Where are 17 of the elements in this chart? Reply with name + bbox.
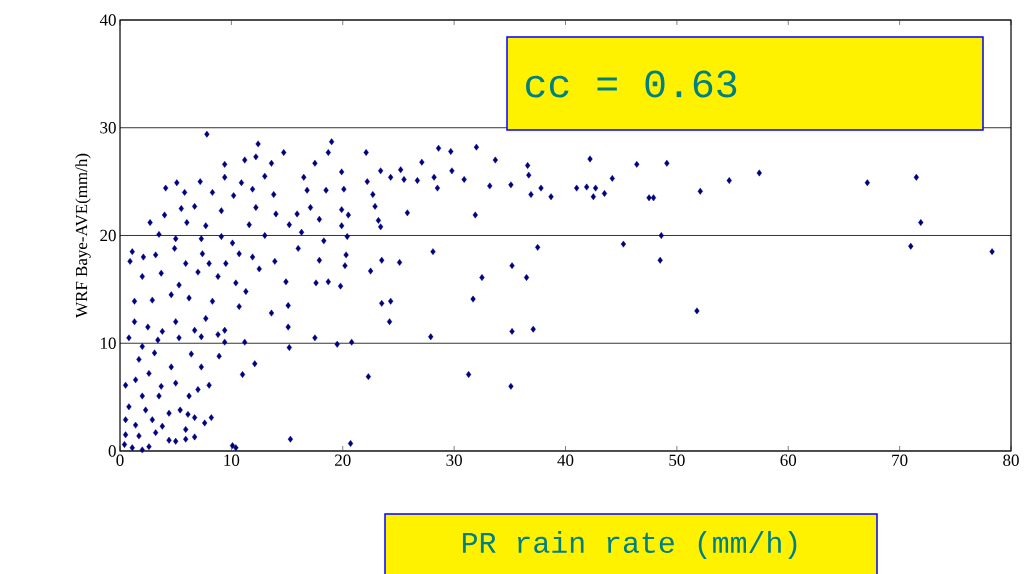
annotation: cc = 0.63 <box>526 70 737 98</box>
x-tick-label: 20 <box>335 454 351 466</box>
x-tick-label: 10 <box>224 454 240 466</box>
x-tick-label: 60 <box>780 454 797 466</box>
y-tick-label: 0 <box>108 445 116 457</box>
y-axis-title: WRF Baye-AVE(mm/h) <box>75 153 91 318</box>
x-tick-label: 70 <box>892 454 908 466</box>
x-tick-label: 0 <box>116 454 124 466</box>
y-tick-label: 10 <box>101 337 116 349</box>
x-axis-title: PR rain rate (mm/h) <box>462 531 797 559</box>
x-tick-label: 30 <box>446 454 462 466</box>
x-tick-label: 80 <box>1003 454 1019 466</box>
y-tick-label: 30 <box>100 122 116 134</box>
x-tick-label: 40 <box>557 454 574 466</box>
y-tick-label: 20 <box>100 229 116 242</box>
x-tick-label: 50 <box>669 454 685 466</box>
y-tick-label: 40 <box>99 14 116 26</box>
